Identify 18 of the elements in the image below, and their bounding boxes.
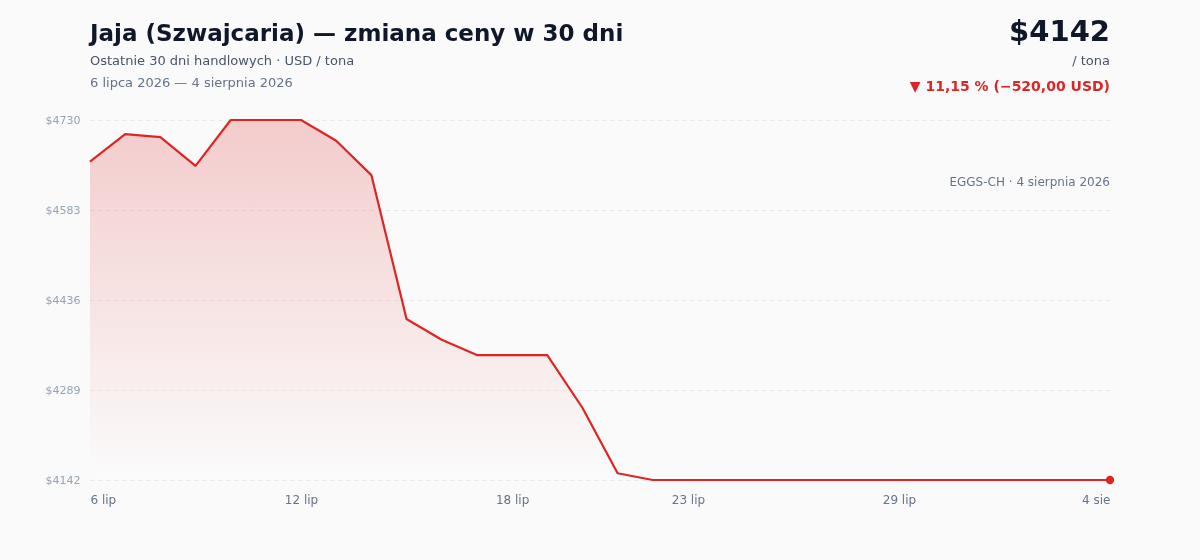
- y-tick-label: $4436: [45, 293, 81, 307]
- y-tick-label: $4583: [45, 203, 81, 217]
- text: ▼ 11,15 % (−520,00 USD): [909, 78, 1110, 94]
- x-tick-label: 6 lip: [90, 492, 117, 507]
- x-tick-label: 18 lip: [495, 492, 530, 507]
- annotation: EGGS-CH · 4 sierpnia 2026: [949, 175, 1110, 189]
- chart-title: Jaja (Szwajcaria) — zmiana ceny w 30 dni: [88, 20, 624, 46]
- text: $4142: [1009, 14, 1110, 48]
- y-tick-label: $4289: [45, 383, 81, 397]
- x-tick-label: 29 lip: [882, 492, 917, 507]
- y-tick-label: $4730: [45, 113, 81, 127]
- text: 6 lipca 2026 — 4 sierpnia 2026: [90, 75, 293, 90]
- x-tick-label: 4 sie: [1082, 492, 1111, 507]
- chart-subtitle: Ostatnie 30 dni handlowych · USD / tona: [90, 53, 355, 68]
- x-tick-label: 23 lip: [671, 492, 706, 507]
- y-tick-label: $4142: [45, 473, 81, 487]
- text: / tona: [1072, 53, 1110, 68]
- x-tick-label: 12 lip: [284, 492, 319, 507]
